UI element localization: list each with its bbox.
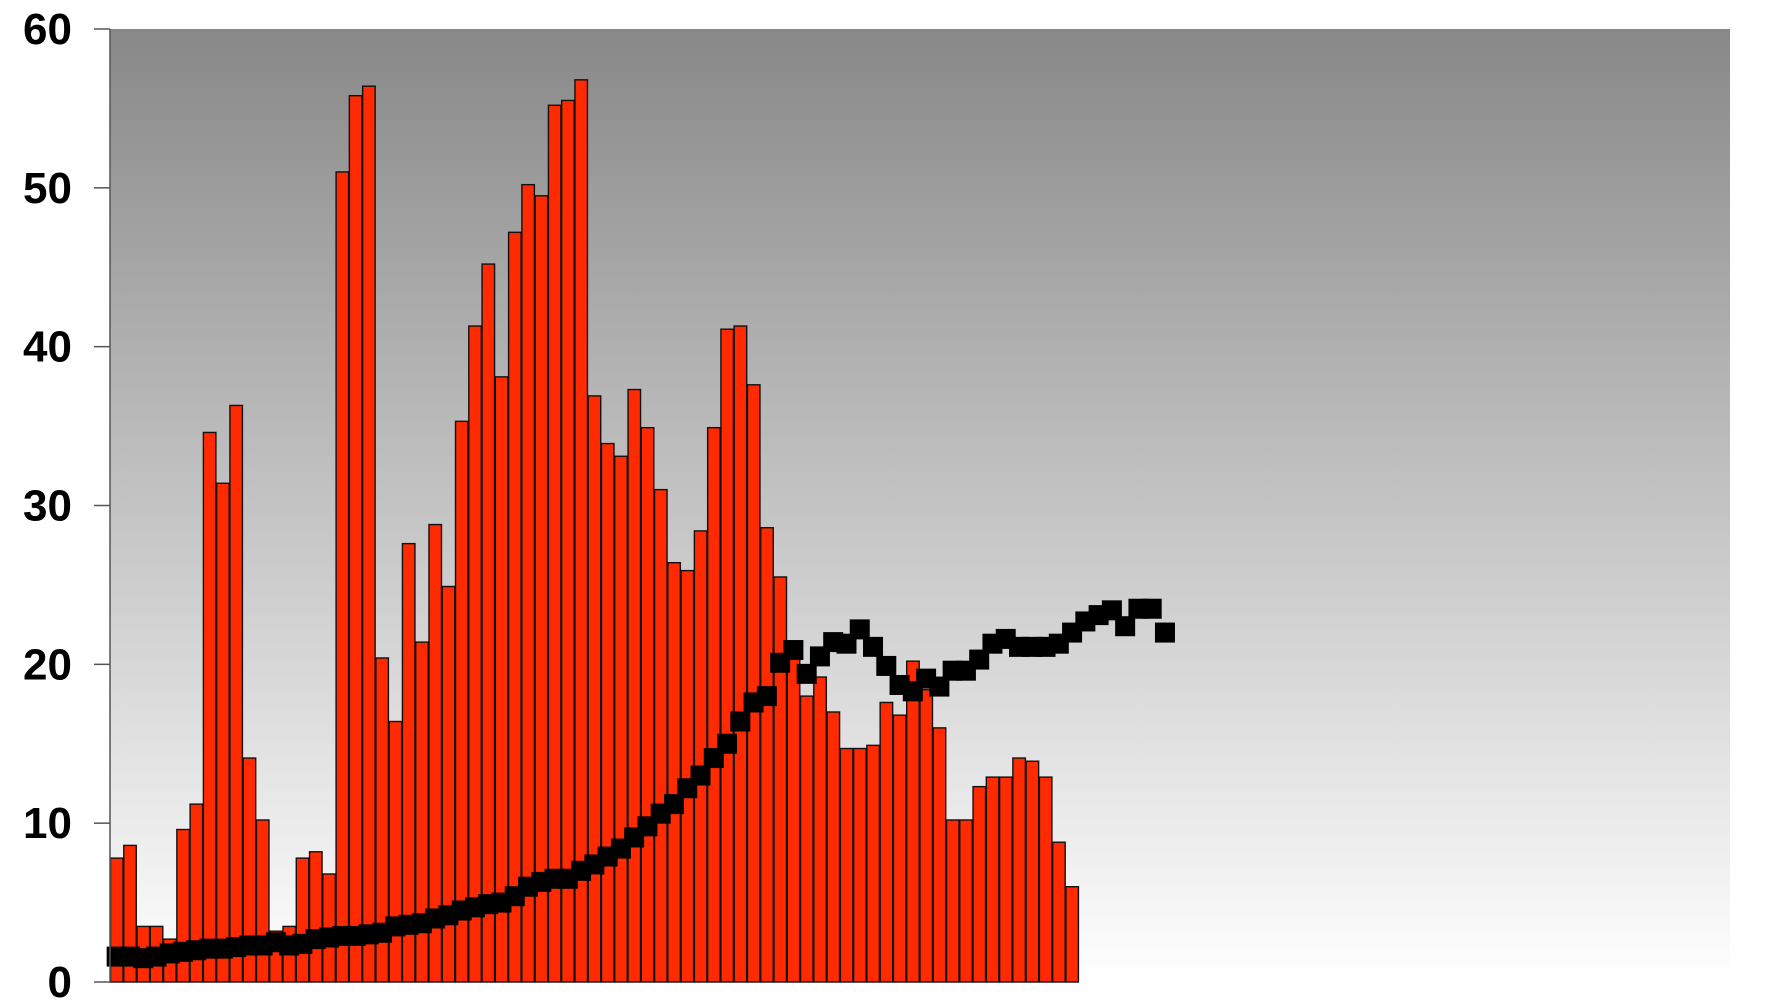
bar-70	[1025, 760, 1040, 983]
bar-30	[494, 376, 509, 983]
y-tick-labels: 0 10 20 30 40 50 60	[23, 5, 72, 1001]
bar-56	[839, 747, 854, 983]
bar-55	[826, 711, 841, 983]
line-series	[106, 598, 1175, 969]
line-marker-76	[1101, 600, 1122, 621]
bar-38	[600, 442, 615, 983]
bar-10	[229, 404, 244, 983]
bar-58	[866, 744, 881, 983]
bar-57	[852, 747, 867, 983]
bar-67	[985, 776, 1000, 983]
bar-66	[972, 785, 987, 983]
y-tick-label-10: 10	[23, 799, 72, 848]
bar-59	[879, 701, 894, 983]
y-tick-label-50: 50	[23, 164, 72, 213]
y-tick-label-0: 0	[48, 958, 72, 1001]
bar-22	[388, 720, 403, 983]
bar-47	[720, 328, 735, 983]
bar-29	[481, 263, 496, 983]
bar-36	[574, 79, 589, 983]
line-marker-80	[1154, 622, 1175, 643]
bar-46	[706, 426, 721, 983]
bar-41	[640, 426, 655, 983]
bar-15	[295, 857, 310, 983]
bar-62	[919, 689, 934, 983]
bar-53	[799, 695, 814, 983]
line-marker-47	[717, 733, 738, 754]
y-tick-label-30: 30	[23, 482, 72, 531]
bar-20	[361, 85, 376, 983]
bar-61	[906, 660, 920, 983]
y-tick-label-20: 20	[23, 640, 72, 689]
bar-42	[653, 488, 668, 983]
bar-60	[892, 714, 907, 983]
bar-34	[547, 104, 562, 983]
bar-51	[773, 576, 788, 983]
bar-11	[242, 757, 257, 983]
line-marker-45	[690, 765, 711, 786]
bar-37	[587, 395, 602, 983]
y-axis	[94, 28, 111, 983]
line-marker-57	[849, 619, 870, 640]
bar-39	[614, 455, 628, 983]
bar-series	[109, 79, 1080, 983]
bar-19	[348, 95, 363, 983]
bar-65	[959, 819, 973, 983]
bar-26	[441, 585, 456, 983]
bar-68	[998, 776, 1013, 983]
bar-64	[945, 819, 960, 983]
bar-54	[813, 676, 828, 983]
bar-48	[733, 325, 748, 983]
bar-12	[255, 819, 270, 983]
y-tick-label-40: 40	[23, 323, 72, 372]
bar-72	[1051, 841, 1066, 983]
line-marker-58	[863, 636, 884, 657]
bar-9	[215, 482, 230, 983]
bar-33	[534, 195, 549, 983]
bar-23	[401, 542, 416, 983]
bar-7	[189, 803, 204, 983]
bar-16	[308, 851, 323, 983]
bar-52	[786, 650, 801, 983]
bar-32	[521, 183, 536, 983]
bar-25	[428, 523, 443, 983]
line-marker-50	[756, 686, 777, 707]
bar-71	[1038, 776, 1053, 983]
line-marker-63	[929, 676, 950, 697]
bar-28	[468, 325, 482, 983]
bar-24	[415, 641, 429, 983]
line-marker-53	[796, 663, 817, 684]
line-marker-52	[783, 640, 804, 661]
bar-50	[760, 527, 774, 983]
bar-40	[627, 388, 642, 983]
bar-18	[335, 171, 350, 983]
bar-31	[507, 231, 522, 983]
line-marker-59	[876, 655, 897, 676]
line-marker-77	[1115, 616, 1136, 637]
line-marker-48	[730, 711, 751, 732]
line-marker-79	[1141, 598, 1162, 619]
line-marker-43	[663, 794, 684, 815]
bar-63	[932, 727, 947, 983]
bar-27	[454, 420, 469, 983]
bar-69	[1012, 757, 1027, 983]
bar-43	[667, 561, 682, 983]
bar-8	[202, 431, 217, 983]
line-marker-66	[969, 649, 990, 670]
y-tick-label-60: 60	[23, 5, 72, 54]
bar-73	[1065, 886, 1080, 983]
bar-35	[560, 99, 575, 983]
bar-21	[375, 657, 390, 983]
bar-49	[746, 384, 761, 983]
